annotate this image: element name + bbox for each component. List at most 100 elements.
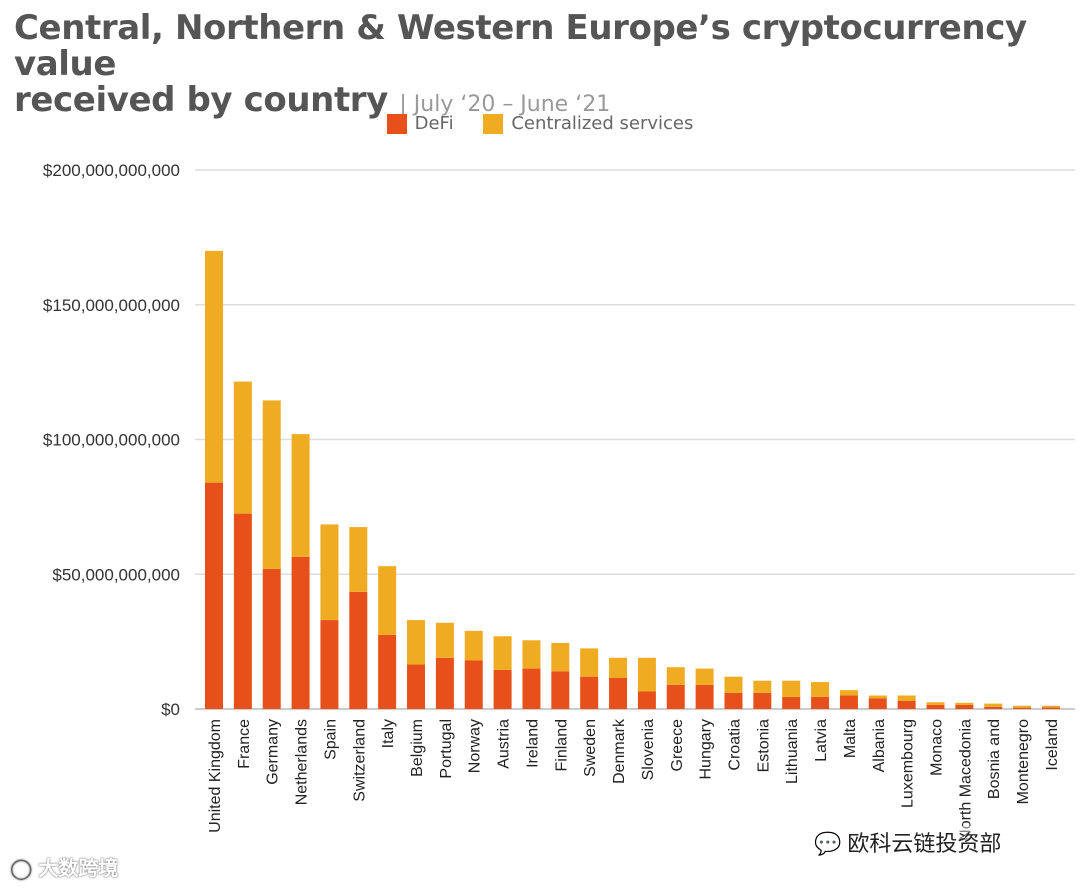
x-tick-label: Finland: [553, 719, 570, 771]
bar-defi: [637, 691, 656, 709]
bar-defi: [724, 692, 743, 709]
bar-centralized: [637, 657, 656, 692]
bar-defi: [407, 664, 426, 709]
x-tick-label: Montenegro: [1015, 719, 1032, 804]
watermark-right-text: 欧科云链投资部: [847, 832, 1002, 857]
x-tick-label: Switzerland: [351, 719, 368, 802]
bar-defi: [522, 668, 541, 709]
bar-defi: [349, 591, 368, 709]
y-tick-label: $100,000,000,000: [43, 431, 180, 450]
bar-centralized: [580, 648, 599, 677]
bar-centralized: [609, 657, 628, 679]
bar-centralized: [926, 702, 945, 705]
bar-defi: [868, 698, 887, 709]
bar-centralized: [407, 620, 426, 665]
x-tick-label: Malta: [842, 719, 859, 758]
x-tick-label: Austria: [496, 719, 513, 769]
x-tick-label: Slovenia: [640, 719, 657, 780]
bar-defi: [1041, 707, 1060, 709]
bar-defi: [378, 634, 397, 709]
bar-centralized: [493, 636, 512, 670]
x-tick-label: North Macedonia: [957, 719, 974, 841]
x-tick-label: Bosnia and: [986, 719, 1003, 799]
logo-icon: ◯: [10, 856, 33, 880]
x-tick-label: Latvia: [813, 719, 830, 762]
legend-label-defi: DeFi: [414, 112, 454, 134]
legend-item-defi: DeFi: [386, 112, 454, 134]
bar-centralized: [782, 680, 801, 697]
bar-defi: [897, 700, 916, 709]
bar-centralized: [955, 702, 974, 705]
x-tick-label: Iceland: [1044, 719, 1061, 771]
bar-centralized: [695, 668, 714, 685]
x-tick-label: Netherlands: [294, 719, 311, 805]
bar-centralized: [522, 640, 541, 669]
x-tick-label: Croatia: [726, 719, 743, 771]
legend-item-centralized: Centralized services: [483, 113, 693, 134]
bar-centralized: [839, 690, 858, 696]
x-tick-label: Belgium: [409, 719, 426, 777]
watermark-left-text: 大数跨境: [38, 856, 119, 880]
bar-centralized: [753, 680, 772, 693]
chart-subtitle: | July ‘20 – June ‘21: [399, 92, 611, 117]
bar-centralized: [320, 524, 339, 621]
bar-centralized: [868, 695, 887, 699]
bar-defi: [291, 556, 310, 709]
title-line-2: received by country: [14, 80, 388, 120]
bar-defi: [551, 671, 570, 709]
bar-defi: [435, 657, 454, 709]
legend-swatch-defi: [386, 113, 407, 134]
x-tick-label: Italy: [380, 719, 397, 748]
watermark-right: 💬 欧科云链投资部: [814, 826, 1002, 858]
bar-defi: [205, 482, 223, 709]
bar-centralized: [1013, 705, 1032, 708]
bar-defi: [493, 669, 512, 709]
legend-swatch-centralized: [483, 113, 504, 134]
x-tick-label: Greece: [669, 719, 686, 772]
bar-centralized: [1041, 705, 1060, 708]
x-tick-label: Germany: [265, 719, 282, 785]
bar-centralized: [291, 434, 310, 557]
bar-defi: [320, 620, 339, 709]
x-tick-label: Hungary: [698, 719, 715, 779]
bar-centralized: [378, 566, 397, 635]
x-tick-label: Lithuania: [784, 719, 801, 784]
bar-centralized: [435, 622, 454, 658]
bar-centralized: [724, 676, 743, 693]
bar-defi: [580, 676, 599, 709]
bar-centralized: [897, 695, 916, 701]
chart-legend: DeFi Centralized services: [0, 112, 1080, 134]
bar-centralized: [984, 703, 1003, 707]
x-tick-label: Ireland: [524, 719, 541, 768]
bar-defi: [695, 684, 714, 709]
title-line-1: Central, Northern & Western Europe’s cry…: [14, 8, 1027, 84]
chart-title: Central, Northern & Western Europe’s cry…: [14, 10, 1054, 123]
x-tick-label: Denmark: [611, 718, 628, 784]
x-tick-label: Luxembourg: [900, 719, 917, 808]
x-tick-label: Monaco: [929, 719, 946, 776]
bar-centralized: [464, 630, 483, 661]
bar-defi: [955, 704, 974, 709]
x-tick-label: Estonia: [755, 719, 772, 772]
x-tick-label: Sweden: [582, 719, 599, 777]
bar-centralized: [262, 400, 281, 569]
bar-defi: [262, 568, 281, 709]
watermark-left: ◯ 大数跨境: [10, 852, 118, 881]
bar-centralized: [205, 250, 223, 483]
bar-defi: [839, 695, 858, 709]
bar-defi: [926, 704, 945, 709]
bar-defi: [464, 660, 483, 709]
bar-defi: [233, 513, 252, 709]
y-tick-label: $150,000,000,000: [43, 296, 180, 315]
y-tick-label: $200,000,000,000: [43, 161, 180, 180]
x-tick-label: Spain: [322, 719, 339, 760]
bar-centralized: [811, 682, 830, 697]
wechat-icon: 💬: [814, 832, 842, 857]
bar-defi: [782, 696, 801, 709]
bar-centralized: [233, 381, 252, 514]
y-tick-label: $0: [161, 700, 180, 719]
bar-defi: [984, 706, 1003, 709]
y-tick-label: $50,000,000,000: [52, 565, 180, 584]
bar-centralized: [551, 642, 570, 672]
